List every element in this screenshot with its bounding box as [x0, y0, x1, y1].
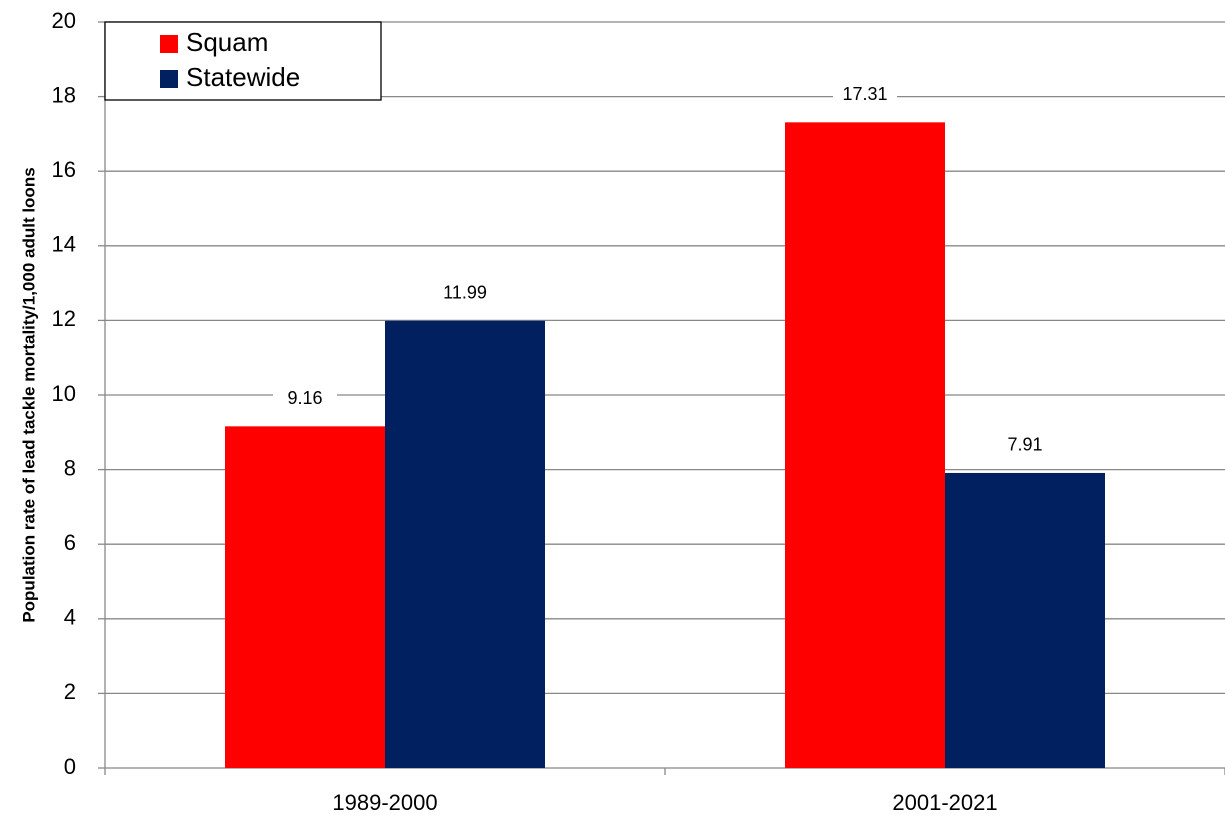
y-tick-label: 20 — [52, 8, 76, 33]
y-tick-label: 4 — [64, 605, 76, 630]
y-tick-label: 8 — [64, 455, 76, 480]
data-label: 9.16 — [287, 388, 322, 408]
legend-label: Statewide — [186, 62, 300, 92]
y-tick-label: 18 — [52, 82, 76, 107]
y-tick-label: 16 — [52, 157, 76, 182]
data-label-bg — [993, 433, 1057, 458]
x-tick-label: 1989-2000 — [332, 790, 437, 815]
data-label: 7.91 — [1007, 435, 1042, 455]
y-tick-label: 6 — [64, 530, 76, 555]
legend-swatch — [160, 35, 178, 53]
y-tick-label: 14 — [52, 232, 76, 257]
legend-label: Squam — [186, 27, 268, 57]
data-label-bg — [833, 83, 897, 108]
bar — [385, 320, 545, 768]
data-label-bg — [433, 281, 497, 306]
data-label-bg — [273, 387, 337, 412]
bar — [225, 426, 385, 768]
bar — [785, 122, 945, 769]
y-tick-label: 12 — [52, 306, 76, 331]
y-tick-label: 10 — [52, 381, 76, 406]
y-tick-label: 2 — [64, 679, 76, 704]
legend-box — [104, 21, 382, 101]
y-axis-label: Population rate of lead tackle mortality… — [19, 167, 38, 622]
data-label: 11.99 — [443, 283, 487, 303]
bar — [945, 472, 1105, 768]
data-label: 17.31 — [842, 84, 887, 104]
x-tick-label: 2001-2021 — [892, 790, 997, 815]
legend-swatch — [160, 70, 178, 88]
y-tick-label: 0 — [64, 754, 76, 779]
